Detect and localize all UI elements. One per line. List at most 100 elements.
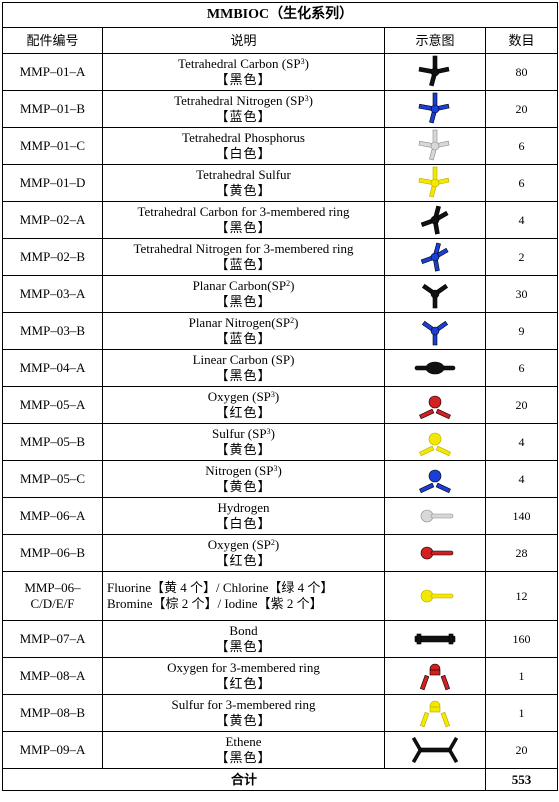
part-color: 【红色】	[215, 676, 272, 691]
ring-bent-yellow-icon	[384, 694, 486, 732]
part-qty: 2	[484, 238, 559, 276]
part-name: Hydrogen	[217, 500, 270, 515]
part-name: Bond	[229, 623, 258, 638]
header-diagram: 示意图	[384, 27, 486, 54]
part-name: Tetrahedral Phosphorus	[182, 130, 305, 145]
bond-black-icon	[384, 620, 486, 658]
title-row: MMBIOC（生化系列）	[1, 2, 559, 28]
table-row: MMP–02–B Tetrahedral Nitrogen for 3-membe…	[2, 238, 559, 276]
part-code: MMP–03–A	[2, 275, 103, 313]
table-row: MMP–01–B Tetrahedral Nitrogen (SP3) 【蓝色】 2…	[2, 90, 559, 128]
part-color: 【红色】	[215, 405, 272, 420]
part-qty: 6	[484, 164, 559, 202]
table-row: MMP–06–B Oxygen (SP2) 【红色】 28	[2, 534, 559, 572]
part-name: Tetrahedral Carbon (SP3)	[178, 56, 309, 71]
part-code: MMP–02–B	[2, 238, 103, 276]
part-description: Linear Carbon (SP) 【黑色】	[102, 349, 385, 387]
ethene-black-icon	[384, 731, 486, 769]
tetrahedral-black-icon	[384, 53, 486, 91]
part-description: Planar Carbon(SP2) 【黑色】	[102, 275, 385, 313]
part-description: Tetrahedral Nitrogen for 3-membered ring…	[102, 238, 385, 276]
table-row: MMP–07–A Bond 【黑色】 160	[2, 620, 559, 658]
part-color: 【黑色】	[215, 368, 272, 383]
halogen-line2: Bromine【棕 2 个】/ Iodine【紫 2 个】	[107, 596, 323, 611]
part-code-line2: C/D/E/F	[30, 596, 75, 611]
part-code: MMP–04–A	[2, 349, 103, 387]
part-color: 【黑色】	[215, 639, 272, 654]
part-qty: 28	[484, 534, 559, 572]
part-qty: 4	[484, 460, 559, 498]
total-row: 合计 553	[2, 768, 559, 791]
table-row: MMP–02–A Tetrahedral Carbon for 3-membere…	[2, 201, 559, 239]
part-description: Planar Nitrogen(SP2) 【蓝色】	[102, 312, 385, 350]
part-description: Ethene 【黑色】	[102, 731, 385, 769]
bent-blue-icon	[384, 460, 486, 498]
part-color: 【红色】	[215, 553, 272, 568]
part-code: MMP–05–A	[2, 386, 103, 424]
header-desc: 说明	[102, 27, 385, 54]
planar-blue-icon	[384, 312, 486, 350]
tetrahedral-blue-icon	[384, 90, 486, 128]
part-name: Nitrogen (SP3)	[205, 463, 282, 478]
part-name: Sulfur for 3-membered ring	[171, 697, 316, 712]
part-name: Tetrahedral Sulfur	[196, 167, 291, 182]
part-color: 【蓝色】	[215, 331, 272, 346]
linear-black-icon	[384, 349, 486, 387]
bent-yellow-icon	[384, 423, 486, 461]
part-description: Tetrahedral Nitrogen (SP3) 【蓝色】	[102, 90, 385, 128]
part-qty: 1	[484, 694, 559, 732]
single-red-icon	[384, 534, 486, 572]
part-name: Linear Carbon (SP)	[192, 352, 295, 367]
part-description: Tetrahedral Sulfur 【黄色】	[102, 164, 385, 202]
table-row: MMP–09–A Ethene 【黑色】 20	[2, 731, 559, 769]
part-color: 【黑色】	[215, 294, 272, 309]
part-code: MMP–01–C	[2, 127, 103, 165]
part-code: MMP–09–A	[2, 731, 103, 769]
total-qty: 553	[484, 768, 559, 791]
table-row: MMP–05–A Oxygen (SP3) 【红色】 20	[2, 386, 559, 424]
table-row: MMP–03–B Planar Nitrogen(SP2) 【蓝色】 9	[2, 312, 559, 350]
part-description: Tetrahedral Phosphorus 【白色】	[102, 127, 385, 165]
table-row: MMP–06–A Hydrogen 【白色】 140	[2, 497, 559, 535]
header-qty: 数目	[484, 27, 559, 54]
part-description: Oxygen for 3-membered ring 【红色】	[102, 657, 385, 695]
part-qty: 20	[484, 90, 559, 128]
part-code-line1: MMP–06–	[24, 580, 81, 595]
table-row: MMP–05–B Sulfur (SP3) 【黄色】 4	[2, 423, 559, 461]
part-description: Sulfur for 3-membered ring 【黄色】	[102, 694, 385, 732]
part-name: Oxygen for 3-membered ring	[167, 660, 320, 675]
part-qty: 12	[484, 571, 559, 621]
part-color: 【黑色】	[215, 72, 272, 87]
part-color: 【黄色】	[215, 442, 272, 457]
part-qty: 20	[484, 731, 559, 769]
part-code: MMP–07–A	[2, 620, 103, 658]
tetrahedral-ring-black-icon	[384, 201, 486, 239]
part-description: Fluorine【黄 4 个】/ Chlorine【绿 4 个】 Bromine【…	[102, 571, 385, 621]
part-code: MMP–06–B	[2, 534, 103, 572]
header-code: 配件编号	[2, 27, 103, 54]
table-row: MMP–03–A Planar Carbon(SP2) 【黑色】 30	[2, 275, 559, 313]
part-color: 【白色】	[215, 146, 272, 161]
part-code: MMP–05–B	[2, 423, 103, 461]
part-color: 【黄色】	[215, 183, 272, 198]
ring-bent-red-icon	[384, 657, 486, 695]
part-description: Tetrahedral Carbon (SP3) 【黑色】	[102, 53, 385, 91]
part-description: Nitrogen (SP3) 【黄色】	[102, 460, 385, 498]
part-description: Tetrahedral Carbon for 3-membered ring 【黑…	[102, 201, 385, 239]
single-white-icon	[384, 497, 486, 535]
header-row: 配件编号 说明 示意图 数目	[2, 27, 559, 54]
table-row: MMP–01–A Tetrahedral Carbon (SP3) 【黑色】 80	[2, 53, 559, 91]
part-qty: 4	[484, 423, 559, 461]
single-yellow-icon	[384, 571, 486, 621]
part-code: MMP–03–B	[2, 312, 103, 350]
part-description: Hydrogen 【白色】	[102, 497, 385, 535]
bent-red-icon	[384, 386, 486, 424]
tetrahedral-white-icon	[384, 127, 486, 165]
tetrahedral-yellow-icon	[384, 164, 486, 202]
part-color: 【黑色】	[215, 750, 272, 765]
table-row: MMP–05–C Nitrogen (SP3) 【黄色】 4	[2, 460, 559, 498]
part-code: MMP–06– C/D/E/F	[2, 571, 103, 621]
part-color: 【黄色】	[215, 713, 272, 728]
table-row: MMP–08–A Oxygen for 3-membered ring 【红色】 1	[2, 657, 559, 695]
